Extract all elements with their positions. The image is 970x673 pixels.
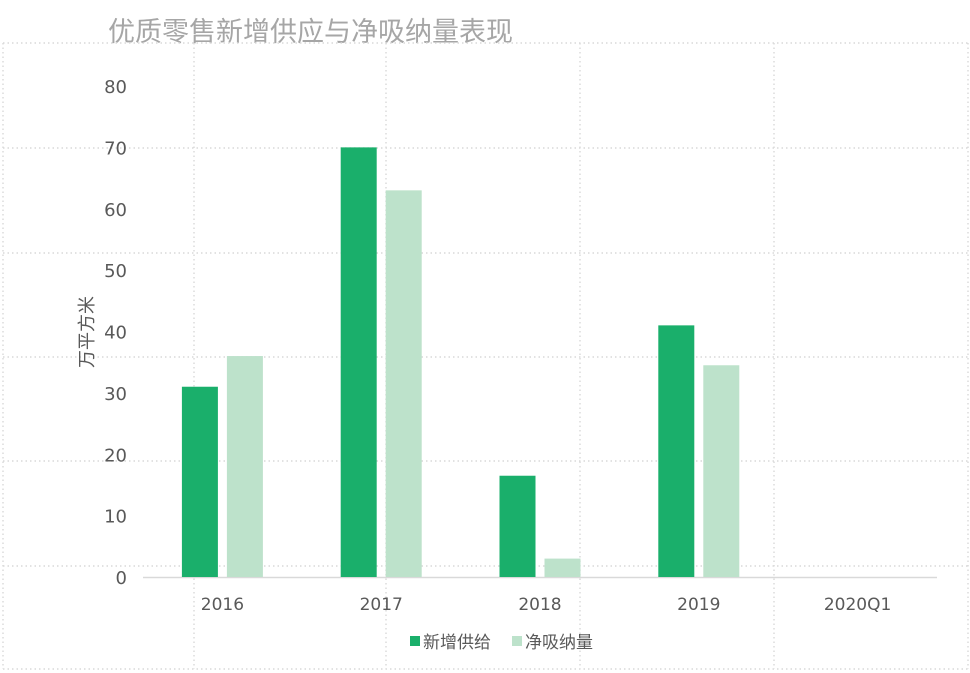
y-tick-label-60: 60 [104,200,127,221]
bar-净吸纳量-2016 [226,356,263,577]
x-tick-label-2017: 2017 [360,595,403,615]
y-tick-label-40: 40 [104,323,127,344]
legend-swatch-新增供给 [410,636,420,646]
y-tick-label-50: 50 [104,261,127,282]
x-tick-label-2019: 2019 [677,595,720,615]
x-tick-label-2016: 2016 [201,595,244,615]
y-axis-title: 万平方米 [77,296,98,368]
y-tick-label-10: 10 [104,507,127,528]
bar-新增供给-2019 [658,325,695,577]
y-tick-label-20: 20 [104,445,127,466]
bar-新增供给-2016 [181,386,218,577]
x-tick-label-2018: 2018 [518,595,561,615]
x-tick-label-2020Q1: 2020Q1 [824,595,891,615]
y-tick-label-70: 70 [104,138,127,159]
bar-净吸纳量-2018 [544,558,581,577]
y-tick-label-0: 0 [116,568,127,589]
legend-label-新增供给: 新增供给 [423,633,491,653]
y-tick-label-80: 80 [104,77,127,98]
y-tick-label-30: 30 [104,384,127,405]
legend-label-净吸纳量: 净吸纳量 [525,633,593,653]
bar-新增供给-2017 [340,147,377,577]
bar-净吸纳量-2019 [703,365,740,577]
bar-净吸纳量-2017 [385,190,422,577]
bar-新增供给-2018 [499,475,536,577]
legend-swatch-净吸纳量 [512,636,522,646]
